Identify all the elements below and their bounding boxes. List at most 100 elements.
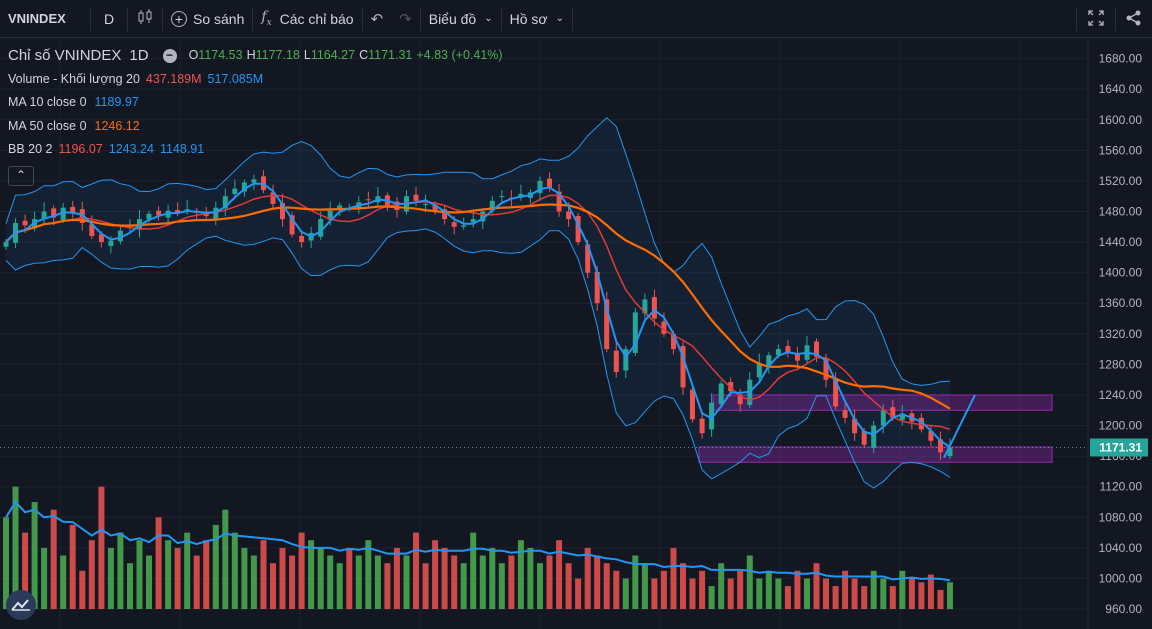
candle-body [556, 191, 562, 212]
candle-body [337, 205, 343, 209]
candle-body [318, 219, 324, 237]
last-price-badge [1090, 438, 1148, 457]
volume-bar [727, 578, 734, 610]
volume-ma-line [5, 500, 951, 582]
volume-bar [918, 582, 925, 610]
volume-bar [41, 547, 48, 610]
toolbar-divider [1115, 7, 1116, 31]
legend-collapse-row: ⌃ [8, 162, 503, 186]
volume-bar [31, 502, 38, 609]
volume-bar [842, 570, 849, 609]
candle-body [432, 204, 438, 212]
volume-bar [737, 570, 744, 609]
volume-ma-value: 517.085M [207, 71, 264, 86]
candle-body [241, 182, 247, 192]
volume-bar [413, 532, 419, 609]
chart-type-button[interactable] [128, 0, 162, 38]
candle-body [814, 341, 819, 357]
candle-body [60, 207, 66, 220]
price-axis-label: 1000.00 [1099, 571, 1143, 585]
candle-body [41, 211, 47, 220]
candle-body [871, 425, 877, 448]
volume-bar [718, 563, 725, 610]
volume-bar [537, 563, 543, 610]
candle-body [108, 240, 114, 246]
interval-button[interactable]: D [103, 10, 115, 27]
share-button[interactable] [1116, 0, 1152, 38]
volume-bar [603, 563, 610, 610]
volume-bar [260, 540, 267, 609]
chevron-up-icon[interactable]: ⌃ [8, 165, 34, 186]
fullscreen-button[interactable] [1077, 0, 1115, 38]
volume-bar [69, 524, 76, 609]
price-axis-label: 1640.00 [1099, 82, 1143, 96]
candle-body [756, 362, 762, 378]
chart-menu-button[interactable]: Biểu đồ ⌄ [421, 0, 501, 38]
indicators-button[interactable]: fx Các chỉ báo [253, 0, 361, 38]
profile-menu-button[interactable]: Hồ sơ ⌄ [502, 0, 572, 38]
candle-body [156, 210, 162, 216]
price-chart[interactable]: 1680.00 1640.00 1600.00 1560.00 1520.00 1480.… [0, 38, 1152, 629]
candle-body [642, 299, 648, 314]
candle-body [470, 219, 476, 223]
undo-button[interactable]: ↶ [363, 0, 392, 38]
price-axis-label: 1240.00 [1099, 388, 1143, 402]
candle-body [175, 210, 181, 214]
volume-bar [193, 555, 200, 609]
volume-bar [403, 555, 410, 609]
price-axis-label: 1080.00 [1099, 510, 1143, 524]
volume-bar [222, 509, 229, 610]
volume-bar [212, 524, 219, 609]
candle-body [89, 224, 95, 236]
candle-body [737, 395, 743, 405]
volume-bar [746, 555, 753, 609]
volume-bar [689, 578, 696, 610]
candle-body [690, 389, 695, 420]
candle-body [280, 203, 285, 220]
volume-bar [565, 563, 572, 610]
volume-bar [231, 532, 238, 609]
volume-bar [174, 547, 181, 610]
candle-body [423, 203, 429, 205]
price-axis-label: 1040.00 [1099, 541, 1143, 555]
volume-bar [851, 578, 858, 610]
chart-menu-label: Biểu đồ [428, 10, 477, 27]
volume-bar [899, 570, 906, 609]
price-axis-label: 1520.00 [1099, 174, 1143, 188]
redo-button[interactable]: ↷ [391, 0, 420, 38]
legend-ma10-row: MA 10 close 0 1189.97 [8, 91, 503, 115]
volume-bar [346, 547, 353, 610]
volume-bar [393, 547, 400, 610]
hide-series-icon[interactable]: − [162, 48, 177, 63]
volume-bar [317, 547, 324, 610]
candle-body [547, 178, 552, 189]
close-label: C [359, 48, 369, 62]
candle-body [613, 350, 619, 372]
volume-bar [680, 563, 686, 610]
candle-body [117, 230, 123, 242]
share-icon [1125, 9, 1143, 30]
bollinger-lower-line [5, 228, 951, 489]
compare-button[interactable]: + So sánh [163, 0, 252, 38]
volume-bar [708, 586, 715, 609]
toolbar-divider [90, 6, 91, 31]
volume-value: 437.189M [145, 71, 202, 86]
open-label: O [188, 48, 199, 62]
volume-bar [98, 486, 105, 609]
candle-body [661, 321, 667, 334]
candle-body [270, 192, 276, 204]
volume-bar [203, 540, 210, 609]
volume-bar [756, 578, 763, 610]
fx-icon: fx [261, 9, 272, 28]
candle-body [499, 196, 505, 198]
volume-bar [298, 532, 305, 609]
volume-bar [289, 555, 296, 609]
price-axis-label: 1440.00 [1099, 235, 1143, 249]
volume-bar [765, 570, 772, 609]
chevron-down-icon: ⌄ [484, 13, 493, 24]
volume-bar [107, 547, 114, 610]
volume-bar [632, 555, 639, 609]
symbol-search-button[interactable]: VNINDEX [8, 11, 66, 26]
volume-bar [622, 578, 629, 610]
volume-bar [489, 547, 496, 610]
